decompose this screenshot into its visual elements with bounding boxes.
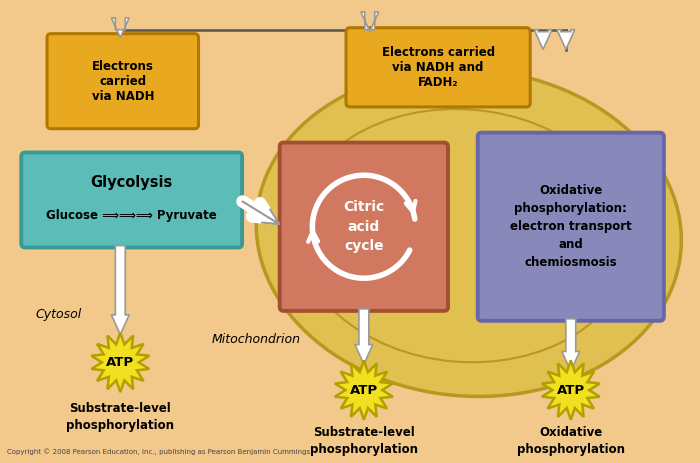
FancyArrow shape (557, 30, 575, 50)
Polygon shape (335, 360, 393, 420)
FancyBboxPatch shape (477, 133, 664, 321)
FancyBboxPatch shape (47, 34, 199, 129)
FancyBboxPatch shape (346, 28, 530, 107)
FancyBboxPatch shape (280, 143, 448, 311)
Text: Oxidative
phosphorylation: Oxidative phosphorylation (517, 426, 625, 456)
Text: ATP: ATP (106, 356, 134, 369)
Text: Copyright © 2008 Pearson Education, Inc., publishing as Pearson Benjamin Cumming: Copyright © 2008 Pearson Education, Inc.… (8, 449, 313, 456)
Text: Oxidative
phosphorylation:
electron transport
and
chemiosmosis: Oxidative phosphorylation: electron tran… (510, 184, 631, 269)
FancyArrow shape (111, 18, 130, 38)
FancyArrow shape (562, 319, 580, 371)
Text: Substrate-level
phosphorylation: Substrate-level phosphorylation (310, 426, 418, 456)
Ellipse shape (256, 69, 681, 396)
Text: Substrate-level
phosphorylation: Substrate-level phosphorylation (66, 402, 174, 432)
FancyArrow shape (361, 12, 379, 31)
FancyArrow shape (534, 30, 552, 50)
Text: ATP: ATP (350, 383, 378, 397)
Text: Cytosol: Cytosol (35, 308, 81, 321)
Text: Mitochondrion: Mitochondrion (211, 333, 300, 346)
FancyArrow shape (355, 309, 373, 364)
FancyBboxPatch shape (21, 152, 242, 248)
Text: Glycolysis: Glycolysis (90, 175, 173, 190)
Text: Electrons carried
via NADH and
FADH₂: Electrons carried via NADH and FADH₂ (382, 46, 495, 89)
Text: ATP: ATP (556, 383, 585, 397)
Text: Glucose ⟹⟹⟹ Pyruvate: Glucose ⟹⟹⟹ Pyruvate (46, 209, 217, 222)
Polygon shape (542, 360, 600, 420)
FancyArrow shape (111, 245, 130, 335)
Text: Citric
acid
cycle: Citric acid cycle (343, 200, 384, 253)
Text: Electrons
carried
via NADH: Electrons carried via NADH (92, 60, 154, 103)
Polygon shape (91, 333, 149, 392)
